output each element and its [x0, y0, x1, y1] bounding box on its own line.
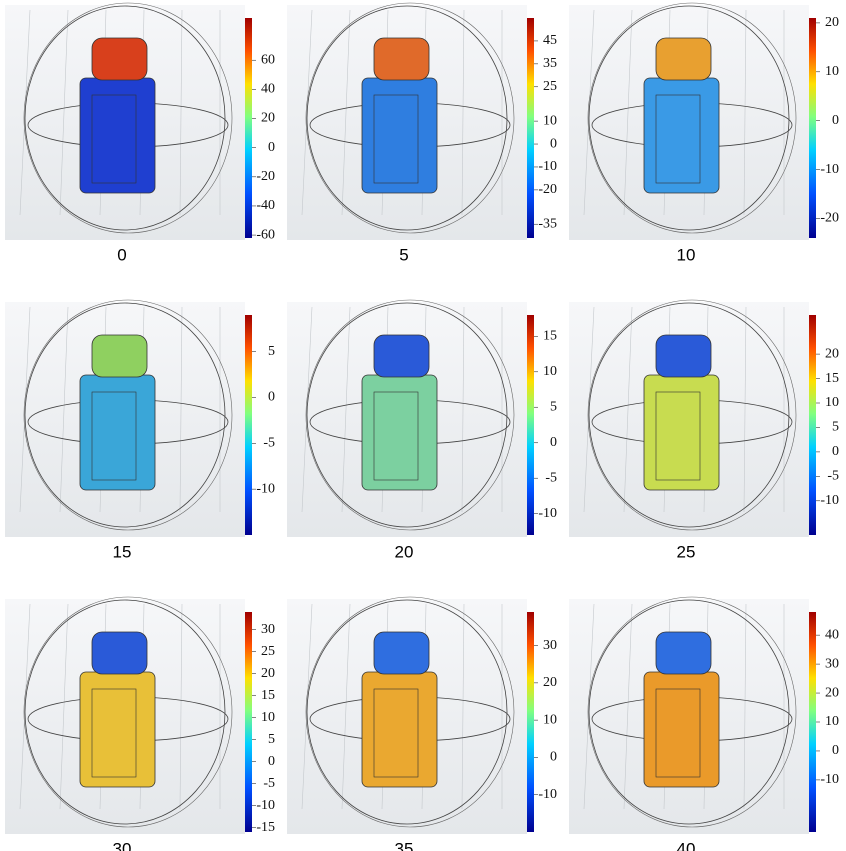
colorbar-tick-label: 0	[268, 140, 275, 155]
colorbar-tick-label: 20	[261, 111, 275, 126]
cap	[656, 632, 711, 674]
cap	[374, 38, 429, 80]
colorbar-tick-label: 30	[261, 622, 275, 637]
colorbar-tick-label: -40	[256, 198, 275, 213]
panel-label: 10	[677, 245, 696, 264]
colorbar-tick-label: -10	[538, 159, 557, 174]
colorbar-tick-label: 10	[825, 714, 839, 729]
colorbar-tick-label: 25	[543, 79, 557, 94]
colorbar-tick-label: -10	[820, 772, 839, 787]
colorbar-tick-label: 10	[543, 712, 557, 727]
cap	[374, 335, 429, 377]
panel: 15 10 5 0 -5 -10 20	[287, 300, 557, 561]
colorbar-tick-label: 0	[832, 743, 839, 758]
panel: 5 0 -5 -10 15	[5, 300, 275, 561]
panel: 20 15 10 5 0 -5 -10 25	[569, 300, 839, 561]
colorbar-tick-label: 0	[550, 750, 557, 765]
colorbar-tick-label: 0	[268, 754, 275, 769]
cap	[92, 632, 147, 674]
colorbar	[527, 315, 534, 535]
colorbar-tick-label: 20	[543, 675, 557, 690]
colorbar-tick-label: 20	[825, 15, 839, 30]
colorbar-tick-label: -10	[820, 162, 839, 177]
colorbar-tick-label: -20	[538, 182, 557, 197]
colorbar-tick-label: 0	[550, 136, 557, 151]
colorbar-tick-label: 10	[543, 364, 557, 379]
colorbar-tick-label: -10	[256, 798, 275, 813]
panel: 30 25 20 15 10 5 0 -5 -10 -15 30	[5, 597, 275, 851]
colorbar-tick-label: 20	[825, 346, 839, 361]
colorbar-tick-label: -20	[820, 211, 839, 226]
colorbar-tick-label: 5	[550, 399, 557, 414]
colorbar-tick-label: -15	[256, 820, 275, 835]
cap	[92, 38, 147, 80]
colorbar-tick-label: 40	[261, 82, 275, 97]
colorbar-tick-label: 0	[550, 435, 557, 450]
colorbar	[809, 612, 816, 832]
colorbar-tick-label: 0	[832, 113, 839, 128]
colorbar-tick-label: 5	[268, 344, 275, 359]
colorbar-tick-label: 35	[543, 56, 557, 71]
colorbar-tick-label: -35	[538, 216, 557, 231]
colorbar-tick-label: -5	[545, 470, 557, 485]
cap	[656, 38, 711, 80]
panel: 45 35 25 10 0 -10 -20 -35 5	[287, 3, 557, 264]
colorbar-tick-label: 15	[825, 371, 839, 386]
colorbar	[245, 18, 252, 238]
panel-label: 30	[113, 839, 132, 851]
colorbar-tick-label: -10	[820, 493, 839, 508]
panel: 20 10 0 -10 -20 10	[569, 3, 839, 264]
colorbar-tick-label: 5	[268, 732, 275, 747]
colorbar-tick-label: 30	[825, 656, 839, 671]
colorbar-tick-label: -20	[256, 169, 275, 184]
colorbar-tick-label: -10	[256, 481, 275, 496]
colorbar-tick-label: 15	[543, 329, 557, 344]
panel-label: 20	[395, 542, 414, 561]
colorbar	[809, 315, 816, 535]
colorbar	[527, 18, 534, 238]
colorbar-tick-label: -5	[827, 469, 839, 484]
cap	[92, 335, 147, 377]
colorbar-tick-label: 30	[543, 638, 557, 653]
panel: 40 30 20 10 0 -10 40	[569, 597, 839, 851]
colorbar-tick-label: 5	[832, 420, 839, 435]
colorbar	[245, 612, 252, 832]
colorbar-tick-label: 10	[543, 113, 557, 128]
colorbar-tick-label: 20	[825, 685, 839, 700]
colorbar	[527, 612, 534, 832]
colorbar-tick-label: 10	[261, 710, 275, 725]
colorbar-tick-label: -10	[538, 506, 557, 521]
panel: 30 20 10 0 -10 35	[287, 597, 557, 851]
colorbar-tick-label: -10	[538, 787, 557, 802]
panel-label: 5	[399, 245, 408, 264]
colorbar	[809, 18, 816, 238]
colorbar-tick-label: -60	[256, 227, 275, 242]
colorbar-tick-label: 10	[825, 395, 839, 410]
panel-label: 0	[117, 245, 126, 264]
panel-label: 40	[677, 839, 696, 851]
colorbar-tick-label: 40	[825, 627, 839, 642]
colorbar-tick-label: 45	[543, 33, 557, 48]
panel-label: 35	[395, 839, 414, 851]
colorbar-tick-label: 0	[832, 444, 839, 459]
cap	[656, 335, 711, 377]
colorbar-tick-label: 10	[825, 64, 839, 79]
panel-label: 15	[113, 542, 132, 561]
colorbar-tick-label: 25	[261, 644, 275, 659]
figure: 60 40 20 0 -20 -40 -60 0 45 35 25 10 0 -10 -20 -35 5 20 10…	[0, 0, 846, 851]
colorbar-tick-label: -5	[263, 776, 275, 791]
colorbar-tick-label: 0	[268, 390, 275, 405]
colorbar-tick-label: 20	[261, 666, 275, 681]
cap	[374, 632, 429, 674]
colorbar	[245, 315, 252, 535]
panel-label: 25	[677, 542, 696, 561]
colorbar-tick-label: -5	[263, 436, 275, 451]
colorbar-tick-label: 15	[261, 688, 275, 703]
panel: 60 40 20 0 -20 -40 -60 0	[5, 3, 275, 264]
colorbar-tick-label: 60	[261, 52, 275, 67]
